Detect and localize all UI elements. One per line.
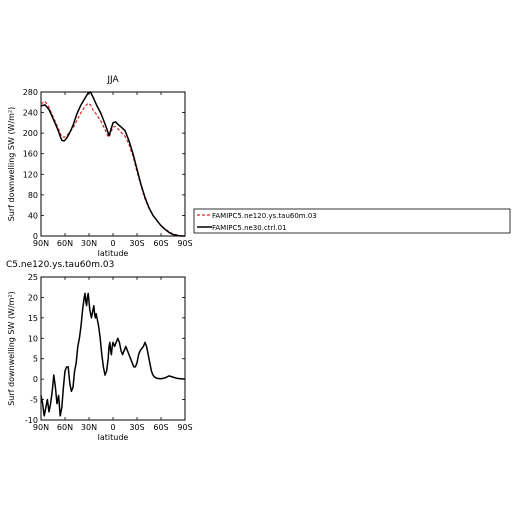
t-x-tick-label: 0: [110, 239, 115, 248]
legend: FAMIPC5.ne120.ys.tau60m.03 FAMIPC5.ne30.…: [193, 208, 511, 234]
top-panel: JJA Surf downwelling SW (W/m²) latitude …: [7, 75, 193, 258]
t-y-tick-label: 240: [23, 109, 38, 118]
t-series-line-1: [40, 91, 185, 237]
t-x-tick-label: 90S: [177, 239, 192, 248]
bottom-panel-y-axis-label: Surf downwelling SW (W/m²): [7, 291, 16, 406]
t-x-tick-label: 90N: [33, 239, 49, 248]
top-panel-plot-area: 0 40 80 120 160 200 240 280 90N 60N 30N 0 30S 60S 90S: [23, 88, 193, 248]
legend-label-series-0: FAMIPC5.ne120.ys.tau60m.03: [212, 212, 317, 220]
bottom-panel-x-axis-label: latitude: [98, 433, 129, 442]
bottom-panel: C5.ne120.ys.tau60m.03 Surf downwelling S…: [6, 260, 193, 442]
b-y-tick-label: 20: [28, 293, 38, 302]
b-y-tick-label: -5: [30, 396, 38, 405]
b-x-tick-label: 60N: [57, 423, 73, 432]
b-x-tick-label: 30S: [129, 423, 144, 432]
b-y-tick-label: 25: [28, 273, 38, 282]
b-y-tick-label: 15: [28, 314, 38, 323]
t-y-tick-label: 40: [28, 211, 38, 220]
legend-label-series-1: FAMIPC5.ne30.ctrl.01: [212, 224, 287, 232]
b-y-tick-label: 0: [33, 375, 38, 384]
b-x-tick-label: 90N: [33, 423, 49, 432]
t-y-tick-label: 120: [23, 170, 38, 179]
b-x-tick-label: 60S: [153, 423, 168, 432]
b-y-tick-label: -10: [25, 416, 38, 425]
b-x-tick-label: 30N: [81, 423, 97, 432]
t-x-tick-label: 60S: [153, 239, 168, 248]
legend-box: [193, 208, 511, 234]
t-y-tick-label: 160: [23, 150, 38, 159]
t-y-tick-label: 280: [23, 88, 38, 97]
b-series-line-0: [40, 292, 186, 417]
b-y-tick-label: 10: [28, 334, 38, 343]
t-y-tick-label: 0: [33, 232, 38, 241]
bottom-panel-plot-area: -10 -5 0 5 10 15 20 25 90N 60N 30N 0 30S 60S 90S: [25, 273, 193, 432]
bottom-panel-title: C5.ne120.ys.tau60m.03: [6, 260, 114, 270]
t-x-tick-label: 60N: [57, 239, 73, 248]
b-x-tick-label: 90S: [177, 423, 192, 432]
t-y-tick-label: 80: [28, 191, 38, 200]
t-panel-frame: [40, 91, 186, 237]
top-panel-x-axis-label: latitude: [98, 249, 129, 258]
top-panel-title: JJA: [106, 75, 119, 85]
t-series-line-0: [40, 100, 185, 237]
top-panel-y-axis-label: Surf downwelling SW (W/m²): [7, 107, 16, 222]
b-x-tick-label: 0: [110, 423, 115, 432]
t-x-tick-label: 30S: [129, 239, 144, 248]
t-x-tick-label: 30N: [81, 239, 97, 248]
t-y-tick-label: 200: [23, 129, 38, 138]
b-y-tick-label: 5: [33, 355, 38, 364]
